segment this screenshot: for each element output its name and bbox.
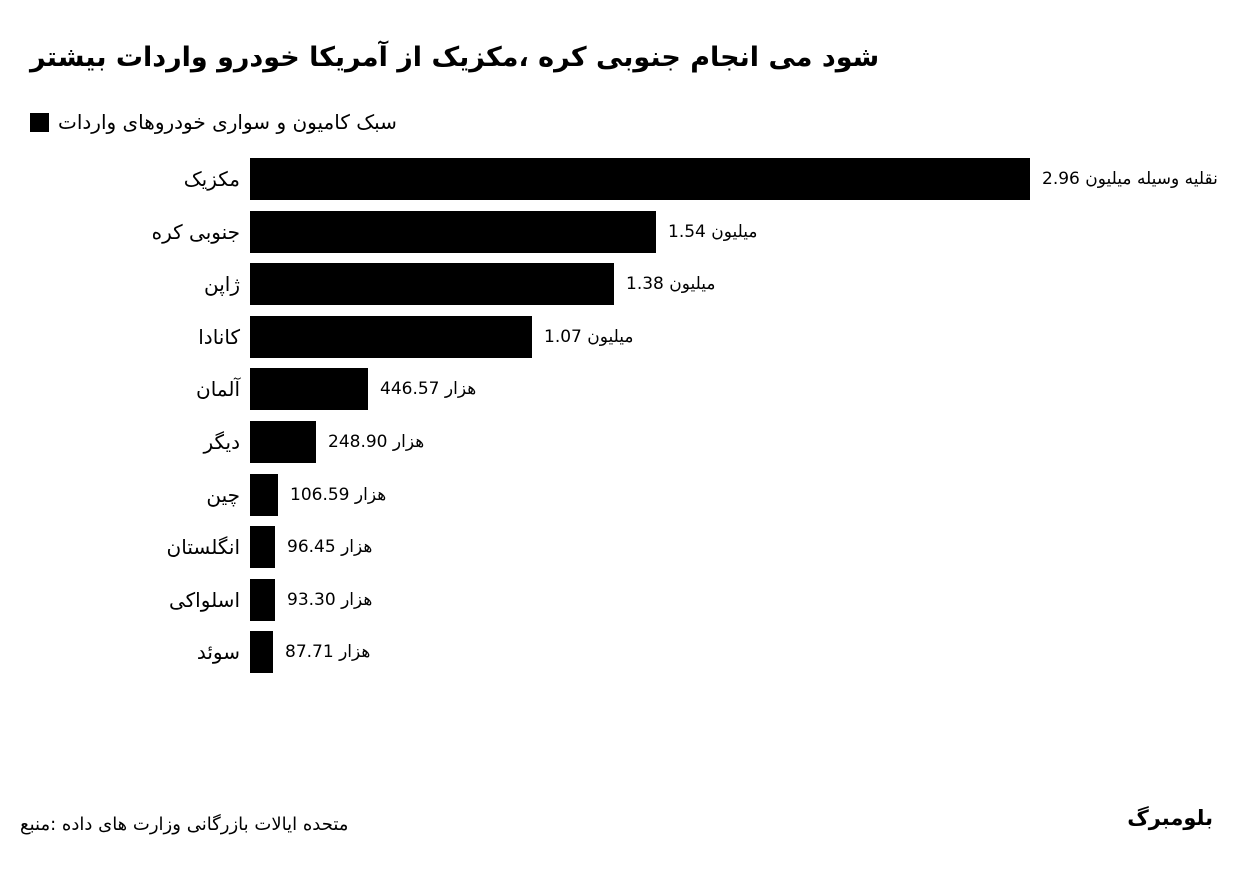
category-label: ⁦ژاپن⁩ [203,272,240,296]
category-label: ⁦کره⁩ ⁦جنوبی⁩ [151,220,240,244]
value-label: ⁦446.57⁩ ⁦هزار⁩ [380,379,477,399]
bar [250,579,275,621]
category-label: ⁦سوئد⁩ [196,640,240,664]
category-label: ⁦آلمان⁩ [196,377,240,401]
value-label: ⁦96.45⁩ ⁦هزار⁩ [287,537,373,557]
category-label: ⁦مکزیک⁩ [183,167,240,191]
legend-label: ⁦واردات⁩ ⁦خودروهای⁩ ⁦سواری⁩ ⁦و⁩ ⁦کامیون⁩… [58,110,397,134]
value-label: ⁦93.30⁩ ⁦هزار⁩ [287,590,373,610]
bar [250,158,1030,200]
category-label: ⁦کانادا⁩ [198,325,240,349]
legend-swatch-icon [30,112,49,132]
bar [250,211,656,253]
bar [250,421,316,463]
brand-bloomberg: ⁦بلومبرگ⁩ [1127,806,1213,830]
bar [250,368,368,410]
bar [250,631,273,673]
value-label: ⁦1.38⁩ ⁦میلیون⁩ [626,274,716,294]
legend: ⁦واردات⁩ ⁦خودروهای⁩ ⁦سواری⁩ ⁦و⁩ ⁦کامیون⁩… [30,110,397,134]
value-label: ⁦106.59⁩ ⁦هزار⁩ [290,485,387,505]
category-label: ⁦دیگر⁩ [203,430,240,454]
value-label: ⁦1.54⁩ ⁦میلیون⁩ [668,222,758,242]
category-label: ⁦چین⁩ [206,483,240,507]
bar [250,263,614,305]
value-label: ⁦2.96⁩ ⁦میلیون⁩ ⁦وسیله⁩ ⁦نقلیه⁩ [1042,169,1218,189]
bar [250,316,532,358]
bar [250,474,278,516]
chart-title: ⁦بیشتر⁩ ⁦واردات⁩ ⁦خودرو⁩ ⁦آمریکا⁩ ⁦از⁩ ⁦… [30,42,880,73]
source-note: ⁦منبع:⁩ ⁦داده⁩ ⁦های⁩ ⁦وزارت⁩ ⁦بازرگانی⁩ … [20,814,349,835]
category-label: ⁦انگلستان⁩ [166,535,240,559]
category-label: ⁦اسلواکی⁩ [168,588,240,612]
value-label: ⁦1.07⁩ ⁦میلیون⁩ [544,327,634,347]
value-label: ⁦87.71⁩ ⁦هزار⁩ [285,642,371,662]
bar [250,526,275,568]
value-label: ⁦248.90⁩ ⁦هزار⁩ [328,432,425,452]
